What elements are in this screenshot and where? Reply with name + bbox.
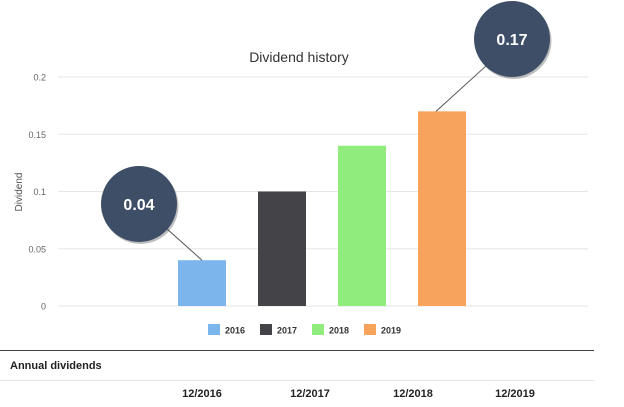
callout-value-label: 0.17 bbox=[496, 32, 527, 49]
chart-title: Dividend history bbox=[249, 49, 349, 65]
column-header: 12/2019 bbox=[495, 388, 535, 400]
legend-swatch-2019[interactable] bbox=[364, 324, 376, 335]
legend-label-2019[interactable]: 2019 bbox=[381, 326, 401, 336]
callout-value-label: 0.04 bbox=[123, 197, 154, 214]
legend-label-2016[interactable]: 2016 bbox=[225, 326, 245, 336]
callout-bubble bbox=[474, 1, 550, 77]
bar-2016[interactable] bbox=[178, 260, 226, 306]
column-header: 12/2016 bbox=[182, 388, 222, 400]
y-tick-label: 0.15 bbox=[28, 130, 46, 140]
y-tick-label: 0.2 bbox=[33, 73, 46, 83]
y-axis-label: Dividend bbox=[14, 173, 25, 212]
bar-2017[interactable] bbox=[258, 191, 306, 307]
y-tick-label: 0.05 bbox=[28, 244, 46, 254]
y-tick-label: 0 bbox=[41, 302, 46, 312]
column-header: 12/2018 bbox=[393, 388, 433, 400]
legend-label-2017[interactable]: 2017 bbox=[277, 326, 297, 336]
table-header-divider bbox=[0, 380, 594, 381]
callout-leader-line bbox=[167, 228, 203, 261]
legend-swatch-2017[interactable] bbox=[260, 324, 272, 335]
section-divider bbox=[0, 350, 594, 351]
dividend-history-chart: Dividend history Dividend 0 0.05 0.1 0.15 0.… bbox=[14, 1, 588, 336]
callout-leader-line bbox=[435, 65, 486, 112]
annual-dividends-title: Annual dividends bbox=[10, 360, 102, 372]
callout-bubble bbox=[101, 166, 177, 242]
legend-label-2018[interactable]: 2018 bbox=[329, 326, 349, 336]
y-tick-label: 0.1 bbox=[33, 187, 46, 197]
bar-2019[interactable] bbox=[418, 111, 466, 306]
legend-swatch-2018[interactable] bbox=[312, 324, 324, 335]
legend-swatch-2016[interactable] bbox=[208, 324, 220, 335]
bar-2018[interactable] bbox=[338, 145, 386, 306]
column-header: 12/2017 bbox=[290, 388, 330, 400]
